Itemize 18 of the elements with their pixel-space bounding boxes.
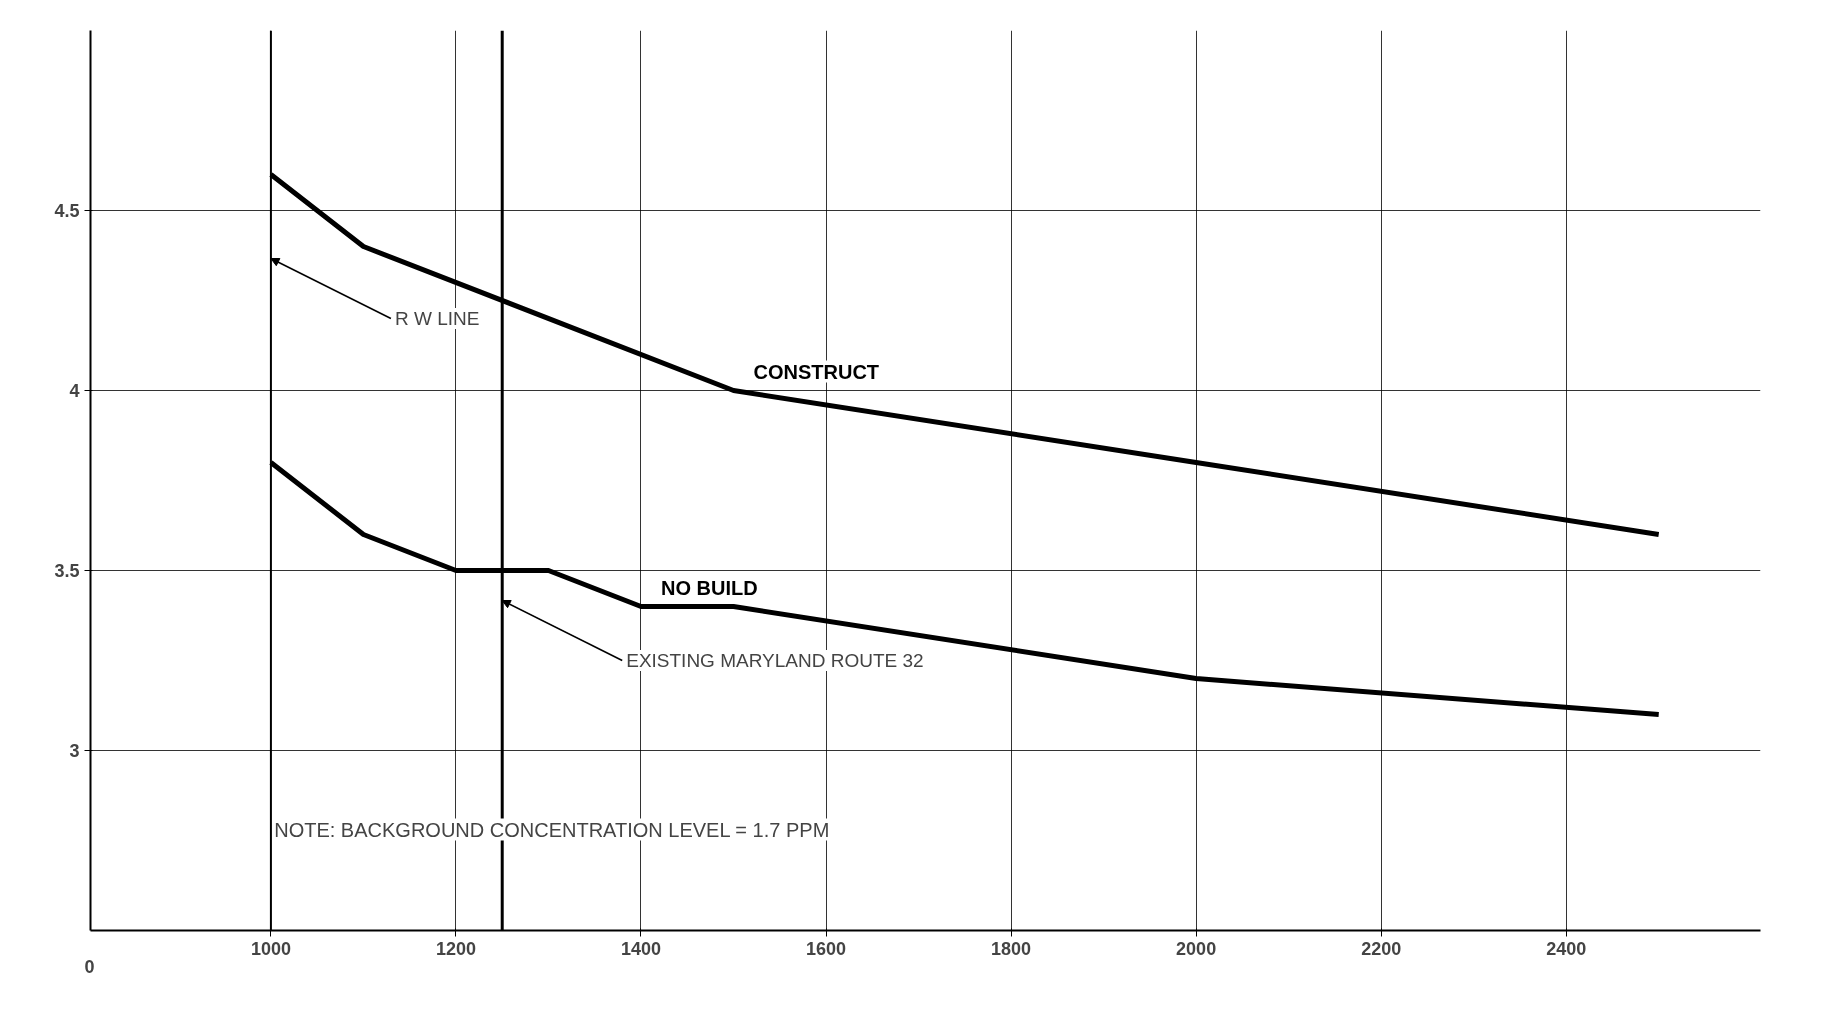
x-tick-label: 2000	[1176, 938, 1217, 959]
y-tick-label: 3	[69, 741, 80, 761]
x-tick-label: 1600	[806, 938, 847, 959]
annotation: NOTE: BACKGROUND CONCENTRATION LEVEL = 1.7 PPM	[274, 818, 830, 841]
y-tick-label: 3.5	[54, 561, 80, 581]
series-label: NO BUILD	[661, 576, 758, 599]
x-tick-label: 1000	[250, 938, 291, 959]
x-tick-label: 1400	[620, 938, 662, 959]
ref-line-label: R W LINE	[394, 308, 480, 329]
series-label: CONSTRUCT	[753, 360, 880, 383]
ref-line-label: EXISTING MARYLAND ROUTE 32	[626, 650, 924, 671]
y-tick-label: 4	[69, 381, 80, 401]
x-tick-label: 2400	[1546, 938, 1587, 959]
x-tick-label: 2200	[1361, 938, 1402, 959]
x-tick-label: 1200	[435, 938, 476, 959]
x-tick-label: 1800	[991, 938, 1032, 959]
text: 0	[84, 956, 95, 977]
y-tick-label: 4.5	[54, 201, 80, 221]
